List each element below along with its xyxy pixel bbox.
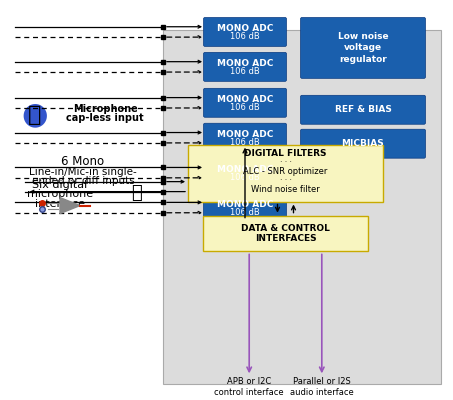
Text: 6 Mono: 6 Mono xyxy=(62,155,105,168)
Text: 106 dB: 106 dB xyxy=(230,67,260,76)
Text: 106 dB: 106 dB xyxy=(230,103,260,112)
FancyBboxPatch shape xyxy=(203,18,286,46)
Text: DIGITAL FILTERS: DIGITAL FILTERS xyxy=(244,149,327,158)
Text: Wind noise filter: Wind noise filter xyxy=(251,185,320,194)
Text: MONO ADC: MONO ADC xyxy=(217,130,273,139)
Text: 🎙: 🎙 xyxy=(132,184,142,202)
Text: MONO ADC: MONO ADC xyxy=(217,95,273,104)
FancyBboxPatch shape xyxy=(203,123,286,152)
Text: 106 dB: 106 dB xyxy=(230,173,260,182)
Text: MONO ADC: MONO ADC xyxy=(217,200,273,209)
Text: Six digital: Six digital xyxy=(32,180,87,190)
Text: MONO ADC: MONO ADC xyxy=(217,165,273,174)
FancyBboxPatch shape xyxy=(203,193,286,222)
Text: 106 dB: 106 dB xyxy=(230,138,260,147)
Polygon shape xyxy=(60,198,80,214)
Text: 🎙: 🎙 xyxy=(28,105,42,125)
Text: APB or I2C
control interface: APB or I2C control interface xyxy=(214,377,284,397)
Text: MICBIAS: MICBIAS xyxy=(342,139,385,148)
Bar xyxy=(203,216,368,252)
Text: 106 dB: 106 dB xyxy=(230,32,260,42)
Bar xyxy=(163,30,441,384)
Text: Parallel or I2S
audio interface: Parallel or I2S audio interface xyxy=(290,377,354,397)
Text: microphone: microphone xyxy=(27,189,93,199)
Text: · · ·: · · · xyxy=(280,158,291,167)
Text: · · ·: · · · xyxy=(280,176,291,185)
Bar xyxy=(188,145,383,202)
Text: MONO ADC: MONO ADC xyxy=(217,59,273,68)
Text: Microphone: Microphone xyxy=(72,104,137,114)
Text: Line-in/Mic-in single-: Line-in/Mic-in single- xyxy=(29,167,137,177)
FancyBboxPatch shape xyxy=(300,129,425,158)
Text: ●: ● xyxy=(22,100,48,129)
Text: ended or diff inputs: ended or diff inputs xyxy=(32,176,135,186)
Text: interface: interface xyxy=(35,198,85,208)
FancyBboxPatch shape xyxy=(203,158,286,187)
Text: DATA & CONTROL: DATA & CONTROL xyxy=(241,224,330,233)
Text: 106 dB: 106 dB xyxy=(230,208,260,217)
Text: cap-less input: cap-less input xyxy=(66,113,144,123)
Text: ALC - SNR optimizer: ALC - SNR optimizer xyxy=(243,167,328,176)
Text: INTERFACES: INTERFACES xyxy=(255,234,316,243)
Text: MONO ADC: MONO ADC xyxy=(217,24,273,34)
Text: REF & BIAS: REF & BIAS xyxy=(335,105,391,114)
Text: Low noise
voltage
regulator: Low noise voltage regulator xyxy=(337,32,388,64)
FancyBboxPatch shape xyxy=(300,95,425,124)
FancyBboxPatch shape xyxy=(203,88,286,117)
FancyBboxPatch shape xyxy=(203,52,286,81)
FancyBboxPatch shape xyxy=(300,18,425,78)
